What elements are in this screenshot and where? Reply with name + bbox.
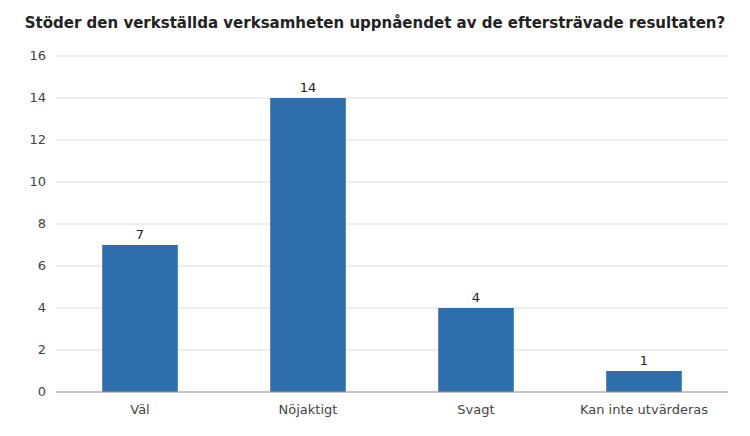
chart-title: Stöder den verkställda verksamheten uppn… (25, 14, 725, 32)
chart-container: 0 2 4 6 8 10 12 14 16 7 14 4 1 Väl Nöjaktigt Svagt Kan i… (0, 0, 750, 436)
bar (606, 371, 682, 392)
bars (102, 98, 682, 392)
grid-line (56, 56, 728, 57)
grid-line (56, 182, 728, 183)
x-axis: Väl Nöjaktigt Svagt Kan inte utvärderas (130, 402, 708, 417)
x-tick-label: Kan inte utvärderas (580, 402, 708, 417)
grid-line (56, 224, 728, 225)
bar (438, 308, 514, 392)
x-axis-line (56, 392, 728, 393)
page: {"chart_data": {"type": "bar", "title": … (0, 0, 750, 436)
y-tick-label: 16 (29, 48, 46, 63)
y-tick-label: 6 (38, 258, 46, 273)
x-tick-label: Väl (130, 402, 149, 417)
data-label: 4 (472, 290, 480, 305)
y-tick-label: 0 (38, 384, 46, 399)
bar (270, 98, 346, 392)
data-label: 14 (300, 80, 317, 95)
grid-line (56, 140, 728, 141)
data-label: 1 (640, 353, 648, 368)
x-tick-label: Svagt (457, 402, 494, 417)
y-tick-label: 12 (29, 132, 46, 147)
x-tick-label: Nöjaktigt (279, 402, 338, 417)
y-tick-label: 8 (38, 216, 46, 231)
chart-svg: 0 2 4 6 8 10 12 14 16 7 14 4 1 Väl Nöjaktigt Svagt Kan i… (0, 0, 750, 436)
grid (56, 56, 728, 392)
bar (102, 245, 178, 392)
y-tick-label: 2 (38, 342, 46, 357)
grid-line (56, 98, 728, 99)
grid-line (56, 392, 728, 393)
data-label: 7 (136, 227, 144, 242)
y-tick-label: 10 (29, 174, 46, 189)
y-tick-label: 14 (29, 90, 46, 105)
y-axis: 0 2 4 6 8 10 12 14 16 (29, 48, 46, 399)
y-tick-label: 4 (38, 300, 46, 315)
data-labels: 7 14 4 1 (136, 80, 648, 368)
